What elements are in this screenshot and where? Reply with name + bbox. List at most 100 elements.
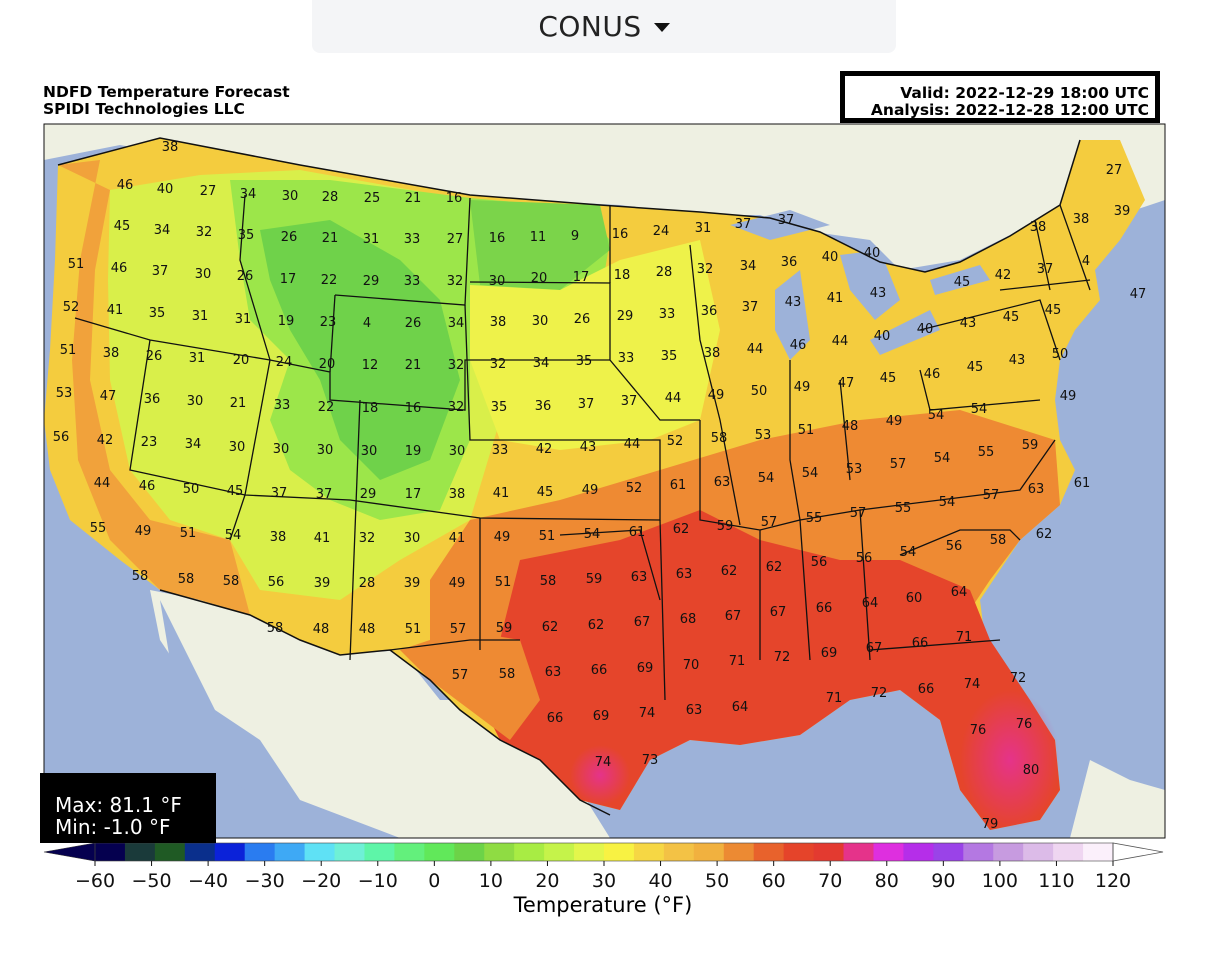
colorbar-swatch: [1083, 843, 1114, 861]
temp-label: 72: [1010, 671, 1027, 686]
temp-label: 57: [890, 457, 907, 472]
temp-label: 37: [316, 487, 333, 502]
temp-label: 33: [404, 274, 421, 289]
colorbar-swatch: [693, 843, 725, 861]
temp-label: 23: [141, 435, 158, 450]
colorbar-swatch: [903, 843, 934, 861]
colorbar-swatch: [1053, 843, 1084, 861]
temp-label: 62: [721, 564, 738, 579]
colorbar-swatch: [274, 843, 306, 861]
temp-label: 71: [826, 691, 843, 706]
canada-land: [44, 124, 1165, 270]
temp-label: 33: [492, 443, 509, 458]
temp-label: 67: [866, 641, 883, 656]
colorbar-swatch: [214, 843, 246, 861]
temp-label: 30: [489, 274, 506, 289]
temp-label: 35: [661, 349, 678, 364]
temp-label: 22: [321, 273, 338, 288]
temp-label: 49: [1060, 389, 1077, 404]
temp-label: 26: [281, 230, 298, 245]
colorbar-tick-label: 40: [648, 870, 672, 892]
temp-label: 45: [114, 219, 131, 234]
temp-label: 32: [448, 358, 465, 373]
temp-label: 43: [960, 316, 977, 331]
temp-label: 32: [447, 274, 464, 289]
colorbar-tick-label: 90: [931, 870, 955, 892]
temp-label: 59: [496, 621, 513, 636]
colorbar-swatch: [963, 843, 994, 861]
colorbar-min-extend: [43, 842, 96, 862]
temp-label: 60: [906, 591, 923, 606]
temp-label: 50: [751, 384, 768, 399]
temp-label: 30: [404, 531, 421, 546]
analysis-time: Analysis: 2022-12-28 12:00 UTC: [870, 101, 1149, 119]
temp-label: 24: [276, 355, 293, 370]
temp-label: 36: [781, 255, 798, 270]
temp-label: 69: [593, 709, 610, 724]
temp-label: 48: [359, 622, 376, 637]
temp-label: 63: [1028, 482, 1045, 497]
temp-label: 38: [270, 530, 287, 545]
temp-label: 38: [704, 346, 721, 361]
temp-label: 45: [537, 485, 554, 500]
temp-label: 38: [1030, 220, 1047, 235]
forecast-time-box: Valid: 2022-12-29 18:00 UTC Analysis: 20…: [840, 71, 1160, 123]
temp-label: 38: [162, 140, 179, 155]
temp-label: 31: [363, 232, 380, 247]
temp-label: 40: [917, 322, 934, 337]
caribbean-land: [1070, 760, 1165, 838]
temp-label: 53: [846, 462, 863, 477]
temp-label: 64: [951, 585, 968, 600]
temp-label: 46: [117, 178, 134, 193]
temp-label: 40: [874, 329, 891, 344]
temp-label: 58: [540, 574, 557, 589]
temp-label: 66: [918, 682, 935, 697]
temp-label: 37: [152, 264, 169, 279]
temp-label: 35: [238, 228, 255, 243]
colorbar: −60 −50 −40 −30 −20 −10 0 10 20 30 40 50 60 70 80 90 100…: [43, 842, 1164, 892]
temp-label: 56: [856, 551, 873, 566]
temp-label: 46: [790, 338, 807, 353]
temp-label: 18: [614, 268, 631, 283]
temp-label: 49: [449, 576, 466, 591]
colorbar-swatch: [244, 843, 276, 861]
colorbar-swatch: [514, 843, 545, 861]
temp-label: 30: [532, 314, 549, 329]
temp-label: 16: [446, 191, 463, 206]
temp-label: 62: [673, 522, 690, 537]
temp-label: 34: [240, 187, 257, 202]
colorbar-swatch: [544, 843, 575, 861]
colorbar-swatch: [95, 843, 126, 861]
canada-border: [57, 137, 1081, 273]
temp-label: 20: [233, 353, 250, 368]
temp-label: 62: [766, 560, 783, 575]
temp-label: 58: [223, 574, 240, 589]
temp-label: 34: [533, 356, 550, 371]
region-selector-label: CONUS: [538, 10, 642, 43]
temp-label: 36: [144, 392, 161, 407]
max-temp: Max: 81.1 °F: [55, 793, 182, 817]
colorbar-swatch: [1023, 843, 1054, 861]
temp-label: 54: [758, 471, 775, 486]
temp-label: 34: [740, 259, 757, 274]
temp-label: 54: [928, 408, 945, 423]
region-selector-dropdown[interactable]: CONUS: [312, 0, 896, 53]
colorbar-swatch: [663, 843, 695, 861]
temp-label: 19: [278, 314, 295, 329]
mexico-border: [159, 589, 611, 816]
temp-label: 30: [187, 394, 204, 409]
plains-mild: [470, 240, 720, 450]
temp-label: 64: [732, 700, 749, 715]
temp-label: 4: [1082, 254, 1090, 269]
lake-erie: [870, 310, 940, 355]
colorbar-tick-label: 100: [982, 870, 1018, 892]
temp-label: 17: [280, 272, 297, 287]
temp-label: 30: [449, 444, 466, 459]
temp-label: 45: [954, 275, 971, 290]
temp-label: 30: [273, 442, 290, 457]
colorbar-tick-label: 10: [479, 870, 503, 892]
temp-label: 23: [320, 315, 337, 330]
temp-label: 57: [850, 506, 867, 521]
temp-label: 44: [624, 437, 641, 452]
colorbar-tick-label: −30: [245, 870, 285, 892]
